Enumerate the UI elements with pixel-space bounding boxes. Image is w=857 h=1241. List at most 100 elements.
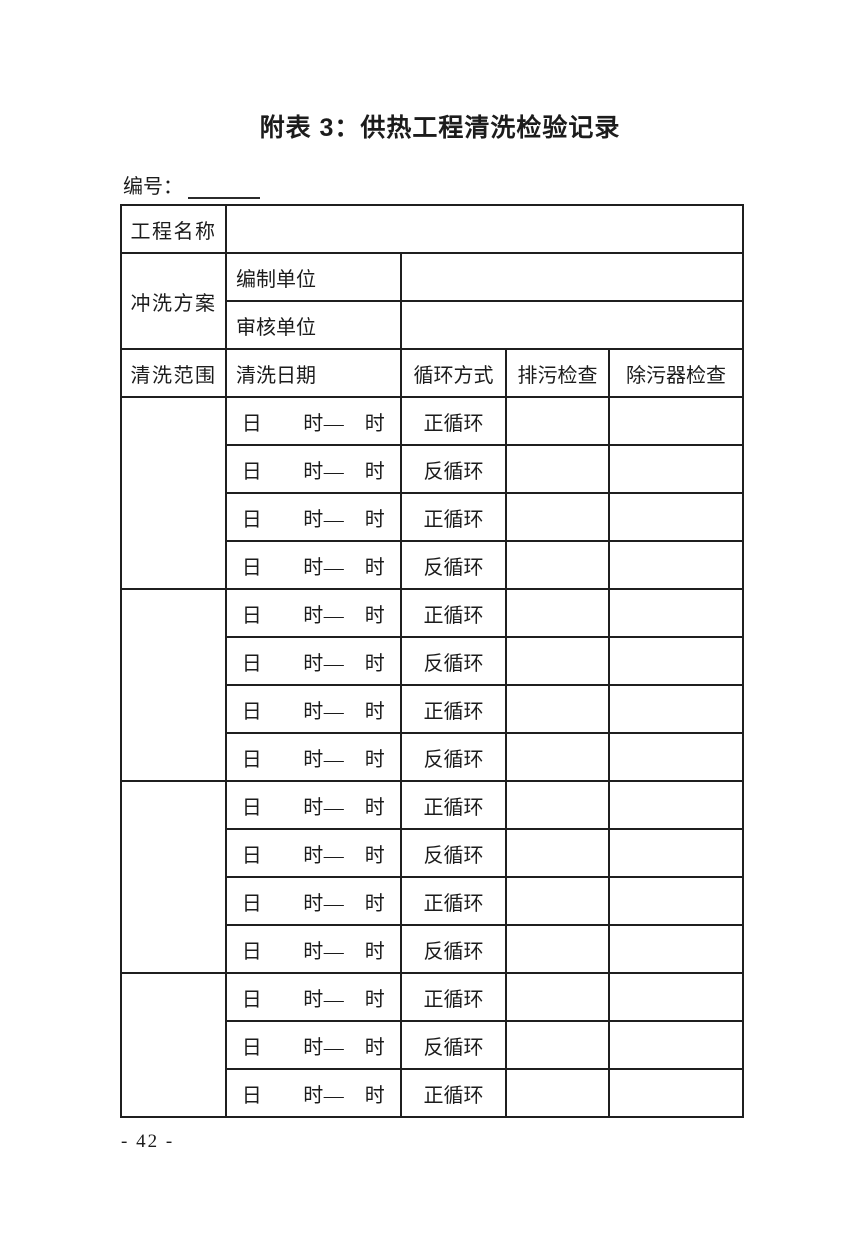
date-cell: 日 时— 时 — [225, 492, 402, 542]
review-unit-value-cell — [400, 300, 744, 350]
cleaning-record-row: 日 时— 时反循环 — [121, 444, 744, 494]
date-cell: 日 时— 时 — [225, 876, 402, 926]
blowdown-check-cell — [505, 636, 610, 686]
column-header-row: 清洗范围 清洗日期 循环方式 排污检查 除污器检查 — [120, 348, 744, 398]
cleaning-record-row: 日 时— 时正循环 — [121, 684, 744, 734]
strainer-check-cell — [608, 540, 744, 590]
cleaning-record-row: 日 时— 时反循环 — [121, 1020, 744, 1070]
serial-number-blank — [188, 177, 260, 199]
strainer-check-cell — [608, 588, 744, 638]
strainer-check-cell — [608, 636, 744, 686]
blowdown-check-cell — [505, 444, 610, 494]
strainer-check-cell — [608, 972, 744, 1022]
blowdown-check-cell — [505, 876, 610, 926]
flush-plan-label: 冲洗方案 — [120, 252, 227, 350]
cycle-mode-cell: 正循环 — [400, 1068, 507, 1118]
date-cell: 日 时— 时 — [225, 540, 402, 590]
cycle-mode-cell: 正循环 — [400, 876, 507, 926]
strainer-check-cell — [608, 1068, 744, 1118]
scope-value-cell — [120, 780, 227, 974]
cleaning-record-row: 日 时— 时正循环 — [120, 396, 744, 590]
blowdown-check-cell — [505, 828, 610, 878]
compile-unit-row: 冲洗方案 编制单位 — [120, 252, 744, 350]
cycle-mode-cell: 反循环 — [400, 828, 507, 878]
strainer-check-cell — [608, 780, 744, 830]
strainer-check-cell — [608, 924, 744, 974]
header-strainer: 除污器检查 — [608, 348, 744, 398]
scope-value-cell — [120, 588, 227, 782]
date-cell: 日 时— 时 — [225, 924, 402, 974]
cleaning-record-row: 日 时— 时反循环 — [121, 828, 744, 878]
cycle-mode-cell: 反循环 — [400, 636, 507, 686]
review-unit-row: 审核单位 — [121, 300, 744, 350]
header-blowdown: 排污检查 — [505, 348, 610, 398]
header-date: 清洗日期 — [225, 348, 402, 398]
header-scope: 清洗范围 — [120, 348, 227, 398]
inspection-form-table: 工程名称 冲洗方案 编制单位 审核单位 清洗范围 清洗日期 循环方式 排污检查 … — [120, 204, 744, 1118]
date-cell: 日 时— 时 — [225, 732, 402, 782]
strainer-check-cell — [608, 396, 744, 446]
date-cell: 日 时— 时 — [225, 684, 402, 734]
cycle-mode-cell: 反循环 — [400, 540, 507, 590]
blowdown-check-cell — [505, 924, 610, 974]
blowdown-check-cell — [505, 1020, 610, 1070]
scope-value-cell — [120, 396, 227, 590]
project-name-value-cell — [225, 204, 744, 254]
serial-number-label: 编号： — [123, 176, 183, 198]
cleaning-rows: 日 时— 时正循环日 时— 时反循环日 时— 时正循环日 时— 时反循环日 时—… — [120, 396, 744, 1118]
date-cell: 日 时— 时 — [225, 636, 402, 686]
cleaning-record-row: 日 时— 时正循环 — [121, 1068, 744, 1118]
strainer-check-cell — [608, 492, 744, 542]
date-cell: 日 时— 时 — [225, 780, 402, 830]
cleaning-record-row: 日 时— 时反循环 — [121, 636, 744, 686]
date-cell: 日 时— 时 — [225, 828, 402, 878]
cycle-mode-cell: 正循环 — [400, 972, 507, 1022]
compile-unit-value-cell — [400, 252, 744, 302]
cycle-mode-cell: 正循环 — [400, 684, 507, 734]
strainer-check-cell — [608, 876, 744, 926]
review-unit-label: 审核单位 — [225, 300, 402, 350]
blowdown-check-cell — [505, 684, 610, 734]
strainer-check-cell — [608, 732, 744, 782]
blowdown-check-cell — [505, 396, 610, 446]
date-cell: 日 时— 时 — [225, 1020, 402, 1070]
date-cell: 日 时— 时 — [225, 972, 402, 1022]
date-cell: 日 时— 时 — [225, 1068, 402, 1118]
cleaning-record-row: 日 时— 时正循环 — [121, 876, 744, 926]
date-cell: 日 时— 时 — [225, 588, 402, 638]
cycle-mode-cell: 反循环 — [400, 1020, 507, 1070]
cycle-mode-cell: 正循环 — [400, 492, 507, 542]
cleaning-record-row: 日 时— 时反循环 — [121, 924, 744, 974]
cleaning-record-row: 日 时— 时正循环 — [120, 780, 744, 974]
cleaning-record-row: 日 时— 时反循环 — [121, 540, 744, 590]
blowdown-check-cell — [505, 780, 610, 830]
compile-unit-label: 编制单位 — [225, 252, 402, 302]
cycle-mode-cell: 反循环 — [400, 732, 507, 782]
blowdown-check-cell — [505, 540, 610, 590]
blowdown-check-cell — [505, 972, 610, 1022]
project-name-row: 工程名称 — [120, 204, 744, 254]
date-cell: 日 时— 时 — [225, 396, 402, 446]
cycle-mode-cell: 正循环 — [400, 396, 507, 446]
strainer-check-cell — [608, 684, 744, 734]
serial-number-row: 编号： — [123, 170, 260, 199]
cycle-mode-cell: 反循环 — [400, 444, 507, 494]
cycle-mode-cell: 正循环 — [400, 588, 507, 638]
blowdown-check-cell — [505, 492, 610, 542]
strainer-check-cell — [608, 828, 744, 878]
cleaning-record-row: 日 时— 时正循环 — [120, 588, 744, 782]
cycle-mode-cell: 反循环 — [400, 924, 507, 974]
blowdown-check-cell — [505, 588, 610, 638]
cleaning-record-row: 日 时— 时正循环 — [121, 492, 744, 542]
header-cycle: 循环方式 — [400, 348, 507, 398]
page-title: 附表 3：供热工程清洗检验记录 — [259, 114, 621, 142]
scope-value-cell — [120, 972, 227, 1118]
date-cell: 日 时— 时 — [225, 444, 402, 494]
cleaning-record-row: 日 时— 时正循环 — [120, 972, 744, 1118]
page-number: - 42 - — [121, 1131, 175, 1152]
project-name-label: 工程名称 — [120, 204, 227, 254]
strainer-check-cell — [608, 444, 744, 494]
blowdown-check-cell — [505, 1068, 610, 1118]
cycle-mode-cell: 正循环 — [400, 780, 507, 830]
